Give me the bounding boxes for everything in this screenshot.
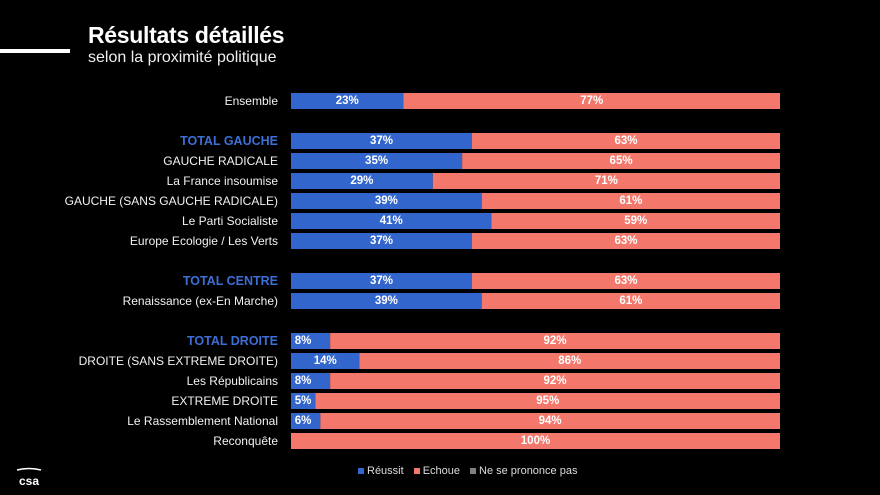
csa-logo: csa <box>16 467 42 488</box>
value-label-echoue-total-gauche: 63% <box>614 135 637 147</box>
value-label-reussit-renaissance-ex-en-marche: 39% <box>375 295 398 307</box>
bar-reussit-total-centre <box>291 273 472 289</box>
category-label-ensemble: Ensemble <box>225 94 279 108</box>
bar-reussit-total-droite <box>291 333 331 349</box>
bar-reussit-total-gauche <box>291 133 472 149</box>
category-label-total-centre: TOTAL CENTRE <box>183 274 278 288</box>
legend-swatch-reussit <box>358 468 364 474</box>
bar-reussit-la-france-insoumise <box>291 173 433 189</box>
category-label-les-republicains: Les Républicains <box>187 374 278 388</box>
bar-reussit-gauche-radicale <box>291 153 463 169</box>
chart-legend: Réussit Echoue Ne se prononce pas <box>358 465 577 477</box>
bar-echoue-renaissance-ex-en-marche <box>481 293 780 309</box>
bar-echoue-ensemble <box>403 93 780 109</box>
value-label-echoue-gauche-radicale: 65% <box>610 155 633 167</box>
category-label-gauche-sans-gauche-radicale: GAUCHE (SANS GAUCHE RADICALE) <box>65 194 278 208</box>
category-label-renaissance-ex-en-marche: Renaissance (ex-En Marche) <box>123 294 278 308</box>
bar-echoue-le-rassemblement-national <box>320 413 780 429</box>
value-label-reussit-gauche-radicale: 35% <box>365 155 388 167</box>
bar-echoue-les-republicains <box>330 373 780 389</box>
title-accent-line <box>0 49 70 53</box>
value-label-echoue-les-republicains: 92% <box>544 375 567 387</box>
page-subtitle: selon la proximité politique <box>88 49 277 66</box>
value-label-echoue-renaissance-ex-en-marche: 61% <box>619 295 642 307</box>
value-label-reussit-le-parti-socialiste: 41% <box>380 215 403 227</box>
value-label-reussit-gauche-sans-gauche-radicale: 39% <box>375 195 398 207</box>
legend-item-reussit: Réussit <box>358 465 404 477</box>
category-label-le-rassemblement-national: Le Rassemblement National <box>127 414 278 428</box>
value-label-echoue-droite-sans-extreme-droite: 86% <box>558 355 581 367</box>
category-label-extreme-droite: EXTREME DROITE <box>171 394 278 408</box>
bar-echoue-extreme-droite <box>315 393 780 409</box>
bar-reussit-les-republicains <box>291 373 331 389</box>
bar-reussit-droite-sans-extreme-droite <box>291 353 360 369</box>
value-label-echoue-ensemble: 77% <box>580 95 603 107</box>
svg-text:csa: csa <box>19 474 39 488</box>
category-label-la-france-insoumise: La France insoumise <box>167 174 279 188</box>
value-label-reussit-ensemble: 23% <box>336 95 359 107</box>
value-label-echoue-extreme-droite: 95% <box>536 395 559 407</box>
value-label-echoue-total-centre: 63% <box>614 275 637 287</box>
value-label-reussit-droite-sans-extreme-droite: 14% <box>314 355 337 367</box>
value-label-reussit-le-rassemblement-national: 6% <box>295 415 312 427</box>
bar-echoue-gauche-radicale <box>462 153 780 169</box>
bar-reussit-europe-ecologie-les-verts <box>291 233 472 249</box>
legend-item-echoue: Echoue <box>413 465 460 477</box>
bar-echoue-la-france-insoumise <box>432 173 780 189</box>
bar-reussit-ensemble <box>291 93 404 109</box>
value-label-echoue-total-droite: 92% <box>544 335 567 347</box>
legend-item-nspp: Ne se prononce pas <box>470 465 577 477</box>
bar-reussit-le-parti-socialiste <box>291 213 492 229</box>
bar-reussit-extreme-droite <box>291 393 316 409</box>
bar-echoue-europe-ecologie-les-verts <box>471 233 780 249</box>
bar-reussit-le-rassemblement-national <box>291 413 321 429</box>
page-title: Résultats détaillés <box>88 22 285 48</box>
value-label-reussit-la-france-insoumise: 29% <box>350 175 373 187</box>
value-label-echoue-le-parti-socialiste: 59% <box>624 215 647 227</box>
value-label-echoue-gauche-sans-gauche-radicale: 61% <box>619 195 642 207</box>
bar-echoue-le-parti-socialiste <box>491 213 780 229</box>
category-label-droite-sans-extreme-droite: DROITE (SANS EXTREME DROITE) <box>79 354 278 368</box>
category-label-le-parti-socialiste: Le Parti Socialiste <box>182 214 278 228</box>
bar-echoue-reconquete <box>291 433 780 449</box>
value-label-reussit-europe-ecologie-les-verts: 37% <box>370 235 393 247</box>
bar-echoue-gauche-sans-gauche-radicale <box>481 193 780 209</box>
value-label-reussit-total-centre: 37% <box>370 275 393 287</box>
legend-label-nspp: Ne se prononce pas <box>479 465 578 477</box>
legend-label-echoue: Echoue <box>422 465 460 477</box>
value-label-echoue-europe-ecologie-les-verts: 63% <box>614 235 637 247</box>
value-label-echoue-la-france-insoumise: 71% <box>595 175 618 187</box>
value-label-reussit-total-droite: 8% <box>295 335 312 347</box>
value-label-reussit-les-republicains: 8% <box>295 375 312 387</box>
category-label-gauche-radicale: GAUCHE RADICALE <box>163 154 278 168</box>
legend-swatch-nspp <box>470 468 476 474</box>
bar-echoue-total-droite <box>330 333 780 349</box>
bar-echoue-total-gauche <box>471 133 780 149</box>
value-label-echoue-reconquete: 100% <box>521 435 550 447</box>
bar-echoue-total-centre <box>471 273 780 289</box>
category-label-europe-ecologie-les-verts: Europe Ecologie / Les Verts <box>130 234 278 248</box>
value-label-reussit-extreme-droite: 5% <box>295 395 312 407</box>
category-label-total-gauche: TOTAL GAUCHE <box>180 134 278 148</box>
bar-echoue-droite-sans-extreme-droite <box>359 353 780 369</box>
category-label-reconquete: Reconquête <box>213 434 278 448</box>
category-label-total-droite: TOTAL DROITE <box>187 334 278 348</box>
value-label-reussit-total-gauche: 37% <box>370 135 393 147</box>
value-label-echoue-le-rassemblement-national: 94% <box>539 415 562 427</box>
legend-label-reussit: Réussit <box>367 465 404 477</box>
bar-reussit-renaissance-ex-en-marche <box>291 293 482 309</box>
bar-reussit-gauche-sans-gauche-radicale <box>291 193 482 209</box>
legend-swatch-echoue <box>413 468 420 474</box>
